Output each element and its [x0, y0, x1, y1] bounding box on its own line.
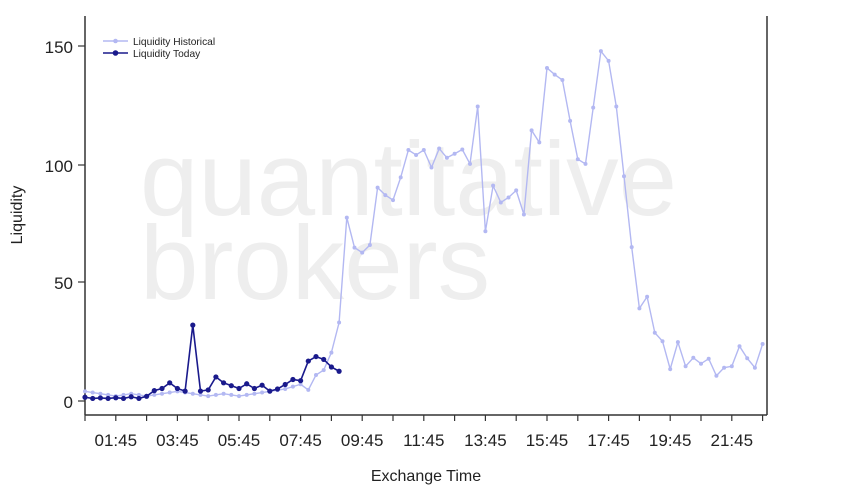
- svg-text:150: 150: [45, 38, 73, 57]
- svg-text:50: 50: [54, 274, 73, 293]
- svg-text:Exchange Time: Exchange Time: [371, 468, 481, 485]
- svg-text:09:45: 09:45: [341, 431, 384, 450]
- svg-text:11:45: 11:45: [403, 431, 444, 450]
- svg-text:19:45: 19:45: [649, 431, 692, 450]
- svg-text:brokers: brokers: [140, 205, 490, 322]
- svg-text:07:45: 07:45: [279, 431, 322, 450]
- svg-text:0: 0: [64, 393, 73, 412]
- svg-text:01:45: 01:45: [95, 431, 138, 450]
- svg-text:Liquidity Historical: Liquidity Historical: [133, 37, 215, 48]
- svg-text:15:45: 15:45: [526, 431, 569, 450]
- svg-text:Liquidity Today: Liquidity Today: [133, 49, 201, 60]
- svg-text:Liquidity: Liquidity: [9, 186, 26, 245]
- svg-text:05:45: 05:45: [218, 431, 261, 450]
- svg-text:17:45: 17:45: [587, 431, 630, 450]
- svg-text:100: 100: [45, 157, 73, 176]
- svg-text:21:45: 21:45: [711, 431, 754, 450]
- svg-text:03:45: 03:45: [156, 431, 199, 450]
- svg-text:13:45: 13:45: [464, 431, 507, 450]
